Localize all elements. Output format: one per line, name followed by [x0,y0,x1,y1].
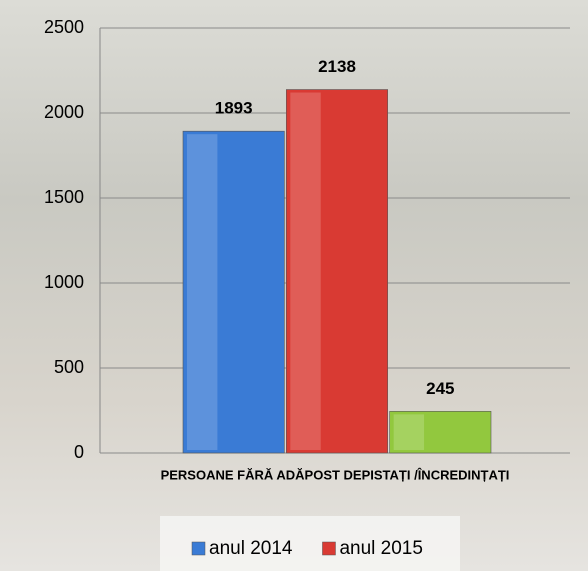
bar-highlight [290,93,320,450]
y-tick-label: 0 [74,442,84,462]
bar-highlight [187,134,217,450]
y-tick-label: 500 [54,357,84,377]
x-tick-label: PERSOANE FĂRĂ ADĂPOST DEPISTAȚI /ÎNCREDI… [161,467,510,482]
bar-highlight [394,414,424,450]
legend-label: anul 2014 [209,538,293,559]
y-tick-label: 2500 [44,17,84,37]
chart: 0 500 1000 1500 2000 2500 1893 2138 245 PERSOANE … [0,0,588,571]
data-label: 1893 [215,99,253,118]
legend-swatch [322,542,335,555]
y-tick-label: 1000 [44,272,84,292]
legend-swatch [192,542,205,555]
y-tick-label: 1500 [44,187,84,207]
y-tick-label: 2000 [44,102,84,122]
data-label: 245 [426,379,454,398]
legend-label: anul 2015 [339,538,422,559]
data-label: 2138 [318,57,356,76]
